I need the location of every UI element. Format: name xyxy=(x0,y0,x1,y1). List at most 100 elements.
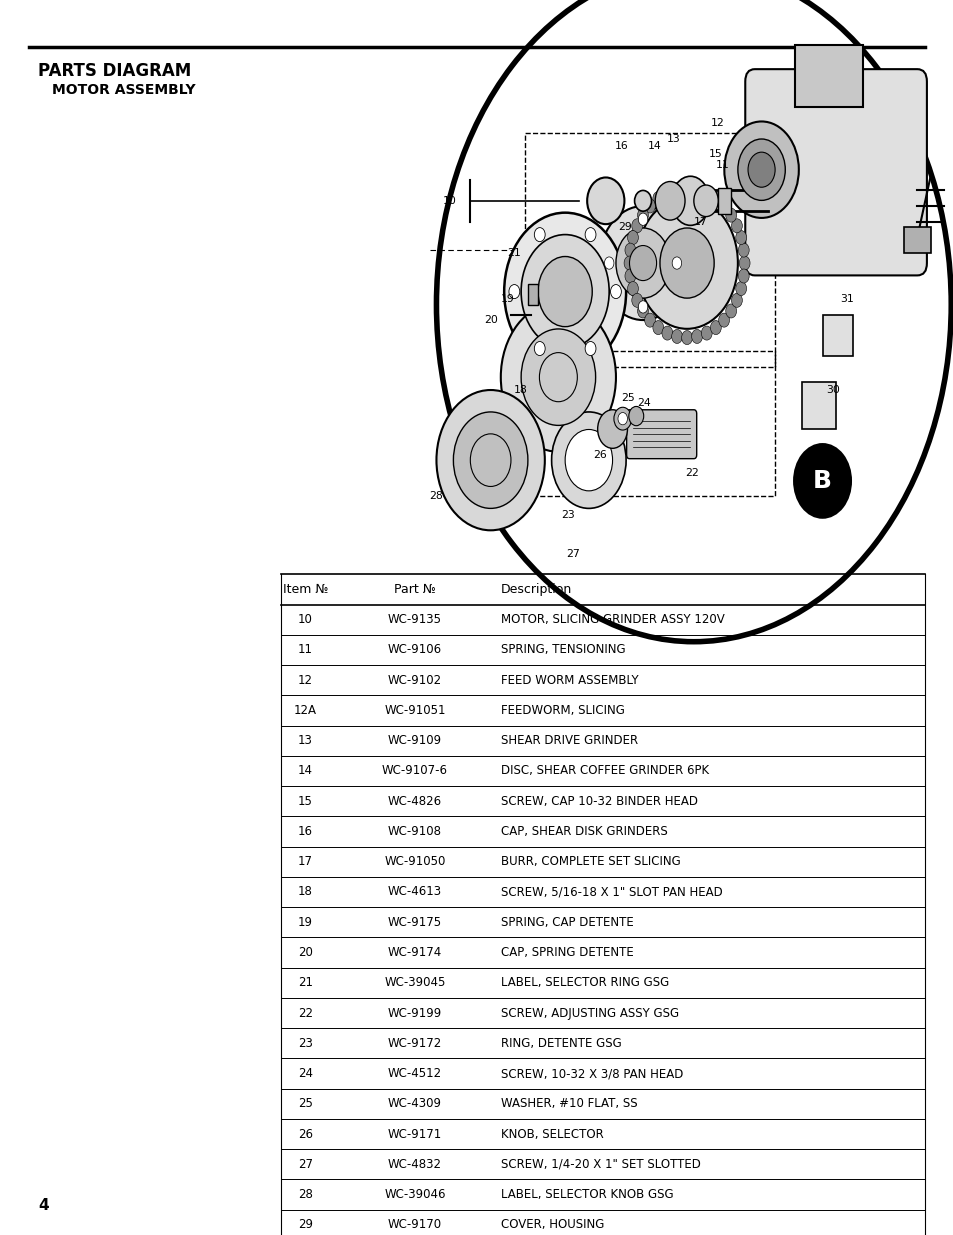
Text: SCREW, ADJUSTING ASSY GSG: SCREW, ADJUSTING ASSY GSG xyxy=(500,1007,679,1020)
Text: SPRING, CAP DETENTE: SPRING, CAP DETENTE xyxy=(500,915,633,929)
Ellipse shape xyxy=(586,178,624,225)
Circle shape xyxy=(598,206,686,320)
Circle shape xyxy=(747,152,774,188)
Text: WC-39045: WC-39045 xyxy=(384,976,445,989)
Text: WC-9102: WC-9102 xyxy=(388,673,441,687)
Circle shape xyxy=(534,342,544,356)
Text: WC-4309: WC-4309 xyxy=(388,1097,441,1110)
Text: SCREW, 5/16-18 X 1" SLOT PAN HEAD: SCREW, 5/16-18 X 1" SLOT PAN HEAD xyxy=(500,885,721,899)
Circle shape xyxy=(508,284,519,299)
Circle shape xyxy=(520,329,595,425)
Circle shape xyxy=(537,257,592,326)
Text: WC-9171: WC-9171 xyxy=(388,1128,441,1141)
Text: 27: 27 xyxy=(566,548,579,558)
Circle shape xyxy=(655,182,684,220)
Text: FEEDWORM, SLICING: FEEDWORM, SLICING xyxy=(500,704,624,718)
Text: Part №: Part № xyxy=(394,583,436,597)
Circle shape xyxy=(672,257,681,269)
Text: BURR, COMPLETE SET SLICING: BURR, COMPLETE SET SLICING xyxy=(500,855,679,868)
Text: 17: 17 xyxy=(297,855,313,868)
Text: 29: 29 xyxy=(618,222,631,232)
Text: 15: 15 xyxy=(297,794,313,808)
Circle shape xyxy=(725,209,736,222)
Bar xyxy=(821,315,852,357)
Text: WC-9109: WC-9109 xyxy=(388,734,441,747)
Circle shape xyxy=(718,199,729,212)
Text: 26: 26 xyxy=(593,450,607,459)
Circle shape xyxy=(551,412,625,509)
Circle shape xyxy=(681,331,692,345)
Circle shape xyxy=(652,321,663,335)
Circle shape xyxy=(637,304,648,317)
Circle shape xyxy=(500,303,616,452)
Text: 16: 16 xyxy=(297,825,313,839)
Circle shape xyxy=(710,321,720,335)
Circle shape xyxy=(700,326,712,340)
Text: 21: 21 xyxy=(297,976,313,989)
Text: 19: 19 xyxy=(500,294,514,304)
Circle shape xyxy=(628,406,643,426)
Circle shape xyxy=(691,183,701,196)
Text: 22: 22 xyxy=(685,468,699,478)
Circle shape xyxy=(604,257,614,269)
Text: WC-9170: WC-9170 xyxy=(388,1218,441,1231)
Text: SCREW, CAP 10-32 BINDER HEAD: SCREW, CAP 10-32 BINDER HEAD xyxy=(500,794,697,808)
Text: 12A: 12A xyxy=(294,704,316,718)
Text: SPRING, TENSIONING: SPRING, TENSIONING xyxy=(500,643,625,657)
Circle shape xyxy=(584,342,596,356)
Circle shape xyxy=(597,410,627,448)
Circle shape xyxy=(638,301,647,312)
Text: WC-4826: WC-4826 xyxy=(388,794,441,808)
Text: 31: 31 xyxy=(840,294,853,304)
Text: PARTS DIAGRAM: PARTS DIAGRAM xyxy=(38,62,192,80)
Text: 12: 12 xyxy=(297,673,313,687)
Circle shape xyxy=(624,269,635,283)
Circle shape xyxy=(723,121,798,217)
Circle shape xyxy=(731,219,741,233)
Text: WC-4613: WC-4613 xyxy=(388,885,441,899)
Text: WC-4512: WC-4512 xyxy=(388,1067,441,1081)
Circle shape xyxy=(637,209,648,222)
Text: WC-91051: WC-91051 xyxy=(384,704,445,718)
Circle shape xyxy=(718,314,729,327)
Text: RING, DETENTE GSG: RING, DETENTE GSG xyxy=(500,1036,621,1050)
Text: WC-9135: WC-9135 xyxy=(388,613,441,626)
Text: FEED WORM ASSEMBLY: FEED WORM ASSEMBLY xyxy=(500,673,638,687)
Text: 18: 18 xyxy=(514,385,527,395)
Circle shape xyxy=(638,214,647,225)
Text: 25: 25 xyxy=(297,1097,313,1110)
Text: WC-9199: WC-9199 xyxy=(388,1007,441,1020)
Bar xyxy=(527,284,537,305)
Circle shape xyxy=(520,235,609,348)
Circle shape xyxy=(616,228,669,298)
Text: CAP, SPRING DETENTE: CAP, SPRING DETENTE xyxy=(500,946,633,960)
Text: 12: 12 xyxy=(710,119,723,128)
Circle shape xyxy=(614,408,631,430)
Circle shape xyxy=(503,212,625,370)
Circle shape xyxy=(671,183,681,196)
Circle shape xyxy=(659,228,714,298)
Text: WC-39046: WC-39046 xyxy=(384,1188,445,1202)
Text: 16: 16 xyxy=(614,141,628,152)
Circle shape xyxy=(627,231,638,245)
Text: WC-9172: WC-9172 xyxy=(388,1036,441,1050)
Text: WC-9106: WC-9106 xyxy=(388,643,441,657)
Text: 19: 19 xyxy=(297,915,313,929)
Circle shape xyxy=(710,191,720,205)
Text: KNOB, SELECTOR: KNOB, SELECTOR xyxy=(500,1128,603,1141)
Circle shape xyxy=(652,191,663,205)
Text: Item №: Item № xyxy=(282,583,328,597)
Text: WC-91050: WC-91050 xyxy=(384,855,445,868)
Circle shape xyxy=(644,314,655,327)
Circle shape xyxy=(735,282,746,295)
Circle shape xyxy=(624,243,635,257)
Text: 27: 27 xyxy=(297,1157,313,1171)
Bar xyxy=(801,383,835,429)
Text: WC-9174: WC-9174 xyxy=(388,946,441,960)
Circle shape xyxy=(735,231,746,245)
Circle shape xyxy=(731,293,741,308)
Circle shape xyxy=(453,412,527,509)
Circle shape xyxy=(681,182,692,195)
Circle shape xyxy=(725,304,736,317)
Circle shape xyxy=(623,256,635,270)
